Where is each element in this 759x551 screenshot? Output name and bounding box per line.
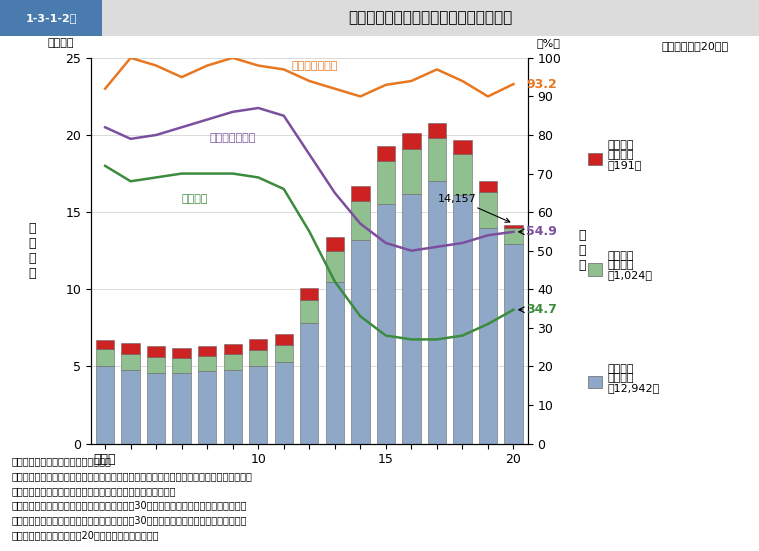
Bar xyxy=(300,300,319,323)
Bar xyxy=(147,372,165,444)
Bar xyxy=(326,282,344,444)
Bar xyxy=(351,240,370,444)
Bar xyxy=(402,149,420,193)
Bar xyxy=(198,347,216,356)
Bar xyxy=(504,244,523,444)
Bar xyxy=(428,181,446,444)
Bar xyxy=(479,228,497,444)
Text: 〔12,942〕: 〔12,942〕 xyxy=(608,383,660,393)
Text: 件　　数: 件 数 xyxy=(608,260,635,270)
Bar xyxy=(121,370,140,444)
Bar xyxy=(121,343,140,354)
Bar xyxy=(0,0,102,36)
Text: 死亡事故検挙率: 死亡事故検挙率 xyxy=(291,61,338,72)
Bar xyxy=(326,251,344,282)
Bar xyxy=(504,225,523,228)
Bar xyxy=(224,344,242,354)
Text: 全検挙率: 全検挙率 xyxy=(181,195,208,204)
Text: 14,157: 14,157 xyxy=(438,194,510,222)
Bar xyxy=(198,356,216,371)
Text: 54.9: 54.9 xyxy=(526,225,557,238)
Bar xyxy=(453,154,471,195)
Bar xyxy=(172,348,191,358)
Bar xyxy=(453,139,471,154)
Bar xyxy=(275,334,293,345)
Text: 件　　数: 件 数 xyxy=(608,373,635,383)
Bar xyxy=(224,370,242,444)
Text: 93.2: 93.2 xyxy=(526,78,557,90)
Bar xyxy=(351,201,370,240)
Text: 〔191〕: 〔191〕 xyxy=(608,160,642,170)
Bar xyxy=(147,345,165,357)
Bar xyxy=(351,186,370,201)
Bar xyxy=(428,123,446,138)
Bar xyxy=(96,349,115,366)
Text: 注　１　警察庁交通局の統計による。
　　２　事故の内訳の統計データのある，平成４年以降のひき逃げ事件を対象としている。
　　３　「全検挙率」は，ひき逃げの全事件: 注 １ 警察庁交通局の統計による。 ２ 事故の内訳の統計データのある，平成４年以… xyxy=(11,456,252,540)
Text: 1-3-1-2図: 1-3-1-2図 xyxy=(26,13,77,23)
Bar xyxy=(249,350,267,366)
Bar xyxy=(96,366,115,444)
Bar xyxy=(428,138,446,181)
Bar xyxy=(172,372,191,444)
Text: （%）: （%） xyxy=(536,38,560,48)
Bar xyxy=(300,323,319,444)
Bar xyxy=(453,195,471,444)
Bar xyxy=(402,133,420,149)
Text: 死亡事故: 死亡事故 xyxy=(608,141,635,150)
Bar xyxy=(275,362,293,444)
Bar xyxy=(121,354,140,370)
Bar xyxy=(504,228,523,244)
Bar xyxy=(479,181,497,192)
Text: 〔1,024〕: 〔1,024〕 xyxy=(608,270,653,280)
Text: 発
生
件
数: 発 生 件 数 xyxy=(28,222,36,280)
Text: 重傷事故検挙率: 重傷事故検挙率 xyxy=(209,133,256,143)
Bar xyxy=(249,339,267,350)
Text: 検
挙
率: 検 挙 率 xyxy=(578,229,586,272)
Bar xyxy=(249,366,267,444)
Bar xyxy=(224,354,242,370)
Text: （千件）: （千件） xyxy=(48,38,74,48)
Bar xyxy=(376,146,395,161)
Bar xyxy=(198,371,216,444)
Bar xyxy=(147,357,165,372)
Bar xyxy=(402,193,420,444)
Bar xyxy=(326,237,344,251)
Bar xyxy=(275,345,293,362)
Text: 重傷事故: 重傷事故 xyxy=(608,251,635,261)
Text: 件　　数: 件 数 xyxy=(608,150,635,160)
Text: ひき逃げ事件　発生件数・検挙率の推移: ひき逃げ事件 発生件数・検挙率の推移 xyxy=(348,10,513,25)
Bar xyxy=(479,192,497,228)
Bar xyxy=(376,161,395,204)
Bar xyxy=(300,288,319,300)
Bar xyxy=(172,358,191,372)
Text: 軽傷事故: 軽傷事故 xyxy=(608,364,635,374)
Bar xyxy=(96,340,115,349)
Text: 34.7: 34.7 xyxy=(526,303,557,316)
Bar xyxy=(102,0,759,36)
Text: （平成４年〜20年）: （平成４年〜20年） xyxy=(662,41,729,51)
Bar xyxy=(376,204,395,444)
